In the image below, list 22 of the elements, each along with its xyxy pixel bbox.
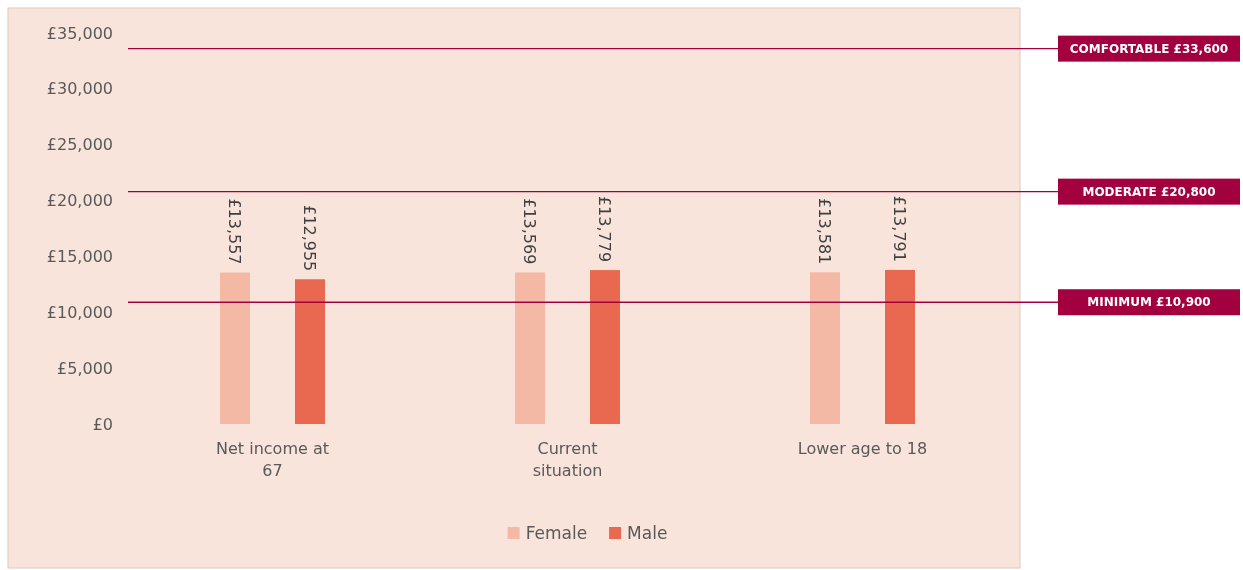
x-tick-label: Current situation: [532, 439, 603, 480]
legend-label: Female: [525, 522, 588, 543]
data-label: £12,955: [300, 205, 320, 272]
x-tick-label: Net income at 67: [216, 439, 329, 480]
y-tick-label: £0: [92, 414, 113, 434]
y-tick-label: £15,000: [46, 247, 113, 267]
ref-line-label: MINIMUM £10,900: [1087, 295, 1211, 310]
y-tick-label: £5,000: [57, 358, 113, 378]
data-label: £13,791: [890, 195, 910, 262]
y-tick-label: £25,000: [46, 135, 113, 155]
ref-line-label: COMFORTABLE £33,600: [1069, 41, 1229, 56]
data-label: £13,581: [815, 198, 835, 265]
data-label: £13,569: [520, 198, 540, 265]
data-label: £13,779: [595, 195, 615, 263]
y-tick-label: £30,000: [46, 79, 113, 99]
y-tick-label: £10,000: [46, 302, 113, 322]
ref-line-label: MODERATE £20,800: [1082, 184, 1216, 199]
data-label: £13,557: [225, 198, 245, 265]
legend-label: Male: [627, 522, 668, 543]
y-tick-label: £20,000: [46, 191, 113, 211]
x-tick-label: Lower age to 18: [797, 439, 928, 458]
y-tick-label: £35,000: [46, 23, 113, 43]
